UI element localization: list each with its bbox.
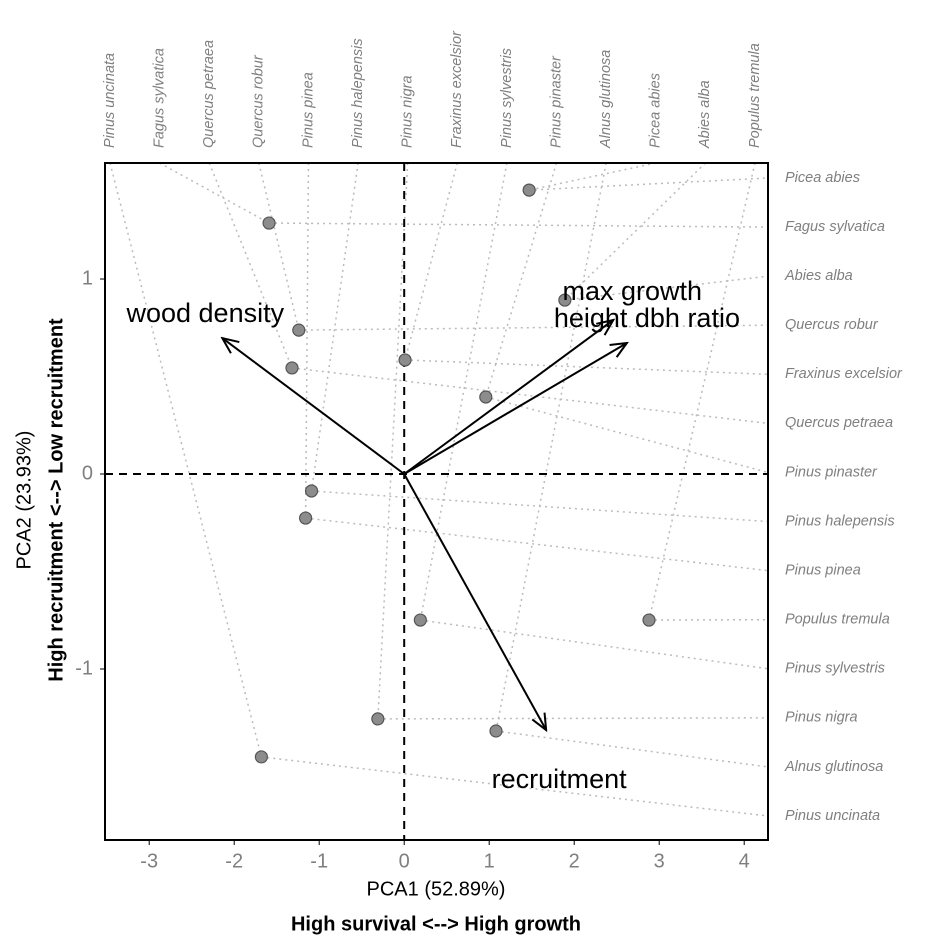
x-tick-label: 1 <box>484 850 495 872</box>
x-tick-label: 2 <box>569 850 580 872</box>
top-species-label: Picea abies <box>648 73 664 148</box>
x-axis-title: PCA1 (52.89%) <box>367 878 506 900</box>
right-species-label: Alnus glutinosa <box>784 759 883 775</box>
right-species-label: Pinus nigra <box>785 710 858 726</box>
top-connector <box>528 162 656 191</box>
loading-label: max growth <box>563 276 703 306</box>
point <box>413 613 427 627</box>
x-tick-label: -2 <box>225 850 243 872</box>
top-species-label: Abies alba <box>697 80 713 149</box>
loading-arrow <box>222 338 405 475</box>
x-axis-subtitle: High survival <--> High growth <box>291 913 581 935</box>
top-connector <box>495 162 607 732</box>
right-species-label: Populus tremula <box>785 612 890 628</box>
y-tick-label: -1 <box>75 657 93 679</box>
point <box>262 216 276 230</box>
top-connector <box>485 162 558 398</box>
right-connector <box>564 275 769 301</box>
top-connector <box>208 162 293 369</box>
right-connector <box>420 619 769 670</box>
point <box>304 484 319 498</box>
top-species-label: Pinus sylvestris <box>499 48 515 148</box>
top-species-label: Quercus robur <box>251 54 267 148</box>
top-connector <box>109 162 263 758</box>
point <box>398 353 412 367</box>
top-connector <box>648 162 756 621</box>
right-species-label: Fraxinus excelsior <box>785 366 903 382</box>
top-species-label: Pinus pinea <box>300 72 316 148</box>
y-axis-title: PCA2 (23.93%) <box>13 431 35 570</box>
point <box>292 323 306 337</box>
y-tick-label: 1 <box>82 267 93 289</box>
right-connector <box>261 756 769 817</box>
top-connector <box>159 162 270 224</box>
right-species-label: Fagus sylvatica <box>785 219 885 235</box>
point <box>558 293 572 307</box>
right-connector <box>269 222 769 228</box>
loading-label: wood density <box>125 298 284 328</box>
top-connector <box>564 162 706 301</box>
loading-arrow <box>403 343 627 475</box>
right-connector <box>495 730 769 768</box>
right-species-label: Picea abies <box>785 170 860 186</box>
top-species-label: Pinus pinaster <box>548 55 564 148</box>
top-connector <box>304 162 310 519</box>
point <box>254 750 268 764</box>
plot-frame <box>104 162 769 841</box>
loading-label: height dbh ratio <box>554 303 740 333</box>
loading-label: recruitment <box>492 764 628 794</box>
top-species-label: Quercus petraea <box>201 40 217 148</box>
point <box>371 712 385 726</box>
top-connector <box>310 162 359 492</box>
x-tick-label: -3 <box>140 850 158 872</box>
top-species-label: Pinus nigra <box>400 75 416 148</box>
top-connector <box>258 162 300 331</box>
loading-arrow <box>403 473 546 730</box>
point <box>479 390 493 404</box>
top-species-label: Pinus halepensis <box>350 38 366 148</box>
right-species-label: Quercus petraea <box>785 415 893 431</box>
top-species-label: Populus tremula <box>747 43 763 148</box>
point <box>642 613 656 627</box>
right-connector <box>485 396 769 474</box>
right-species-label: Pinus halepensis <box>785 513 895 529</box>
top-species-label: Fraxinus excelsior <box>449 30 465 148</box>
y-tick-label: 0 <box>82 462 93 484</box>
top-species-label: Alnus glutinosa <box>598 50 614 149</box>
x-tick-label: 0 <box>399 850 410 872</box>
right-connector <box>529 177 769 191</box>
right-species-label: Pinus pinaster <box>785 464 878 480</box>
right-connector <box>311 490 769 523</box>
x-tick-label: 3 <box>654 850 665 872</box>
point <box>522 183 536 197</box>
point <box>285 361 299 375</box>
right-species-label: Abies alba <box>784 268 853 284</box>
right-connector <box>291 367 769 425</box>
right-species-label: Pinus uncinata <box>785 808 880 824</box>
top-connector <box>419 162 508 621</box>
right-species-label: Pinus pinea <box>785 562 861 578</box>
right-connector <box>298 324 769 331</box>
right-connector <box>305 517 769 572</box>
right-species-label: Quercus robur <box>785 317 879 333</box>
point <box>489 724 503 738</box>
top-species-label: Fagus sylvatica <box>151 48 167 148</box>
right-species-label: Pinus sylvestris <box>785 661 885 677</box>
x-tick-label: -1 <box>310 850 328 872</box>
x-tick-label: 4 <box>739 850 750 872</box>
connector-lines <box>109 162 769 817</box>
right-connector <box>377 717 769 720</box>
loading-arrow <box>403 320 613 475</box>
top-connector <box>377 162 409 719</box>
point <box>299 511 313 525</box>
top-species-label: Pinus uncinata <box>102 53 118 148</box>
y-axis-subtitle: High recruitment <--> Low recruitment <box>45 318 67 682</box>
top-connector <box>404 162 459 361</box>
